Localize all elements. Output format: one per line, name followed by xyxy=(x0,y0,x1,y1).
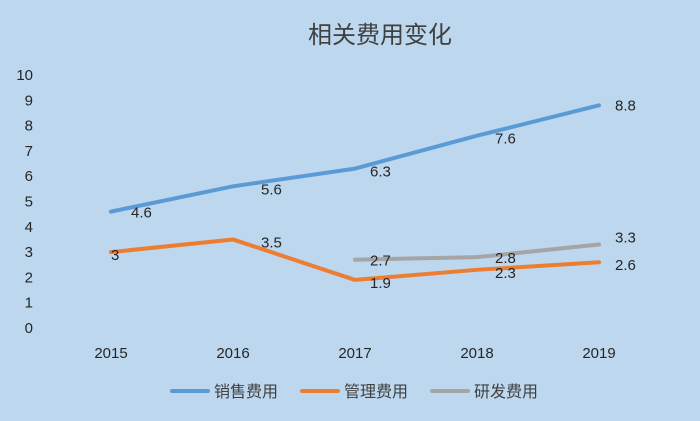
series-line-3 xyxy=(353,242,601,262)
y-tick-label: 1 xyxy=(25,295,33,312)
legend-label: 管理费用 xyxy=(344,382,408,401)
data-label: 5.6 xyxy=(261,181,282,198)
y-tick-label: 7 xyxy=(25,143,33,160)
x-axis-ticks: 2015 2016 2017 2018 2019 xyxy=(94,345,615,362)
data-label: 4.6 xyxy=(131,205,152,222)
legend-label: 研发费用 xyxy=(474,382,538,401)
legend-label: 销售费用 xyxy=(214,382,278,401)
y-tick-label: 6 xyxy=(25,168,33,185)
y-tick-label: 5 xyxy=(25,194,33,211)
data-label: 3 xyxy=(111,247,119,264)
data-label: 7.6 xyxy=(495,131,516,148)
data-label: 6.3 xyxy=(370,164,391,181)
data-label: 2.8 xyxy=(495,250,516,267)
x-tick-label: 2018 xyxy=(460,345,493,362)
data-label: 3.5 xyxy=(261,234,282,251)
x-tick-label: 2016 xyxy=(216,345,249,362)
series-line-2 xyxy=(109,237,601,282)
y-tick-label: 9 xyxy=(25,92,33,109)
data-label: 1.9 xyxy=(370,275,391,292)
data-label: 2.7 xyxy=(370,253,391,270)
y-tick-label: 8 xyxy=(25,118,33,135)
chart-title: 相关费用变化 xyxy=(308,21,452,49)
x-tick-label: 2019 xyxy=(582,345,615,362)
series-line-1 xyxy=(109,103,601,214)
x-tick-label: 2017 xyxy=(338,345,371,362)
data-label: 3.3 xyxy=(615,230,636,247)
series-lines xyxy=(109,103,601,282)
x-tick-label: 2015 xyxy=(94,345,127,362)
data-labels: 4.6 5.6 6.3 7.6 8.8 3 3.5 1.9 2.3 2.6 2.7 2.8 3.3 xyxy=(111,97,636,292)
y-tick-label: 10 xyxy=(16,67,33,84)
y-axis-ticks: 0 1 2 3 4 5 6 7 8 9 10 xyxy=(16,67,33,337)
y-tick-label: 0 xyxy=(25,320,33,337)
legend: 销售费用 管理费用 研发费用 xyxy=(170,382,538,401)
y-tick-label: 3 xyxy=(25,244,33,261)
data-label: 2.3 xyxy=(495,265,516,282)
data-label: 8.8 xyxy=(615,97,636,114)
y-tick-label: 4 xyxy=(25,219,33,236)
data-label: 2.6 xyxy=(615,257,636,274)
y-tick-label: 2 xyxy=(25,269,33,286)
